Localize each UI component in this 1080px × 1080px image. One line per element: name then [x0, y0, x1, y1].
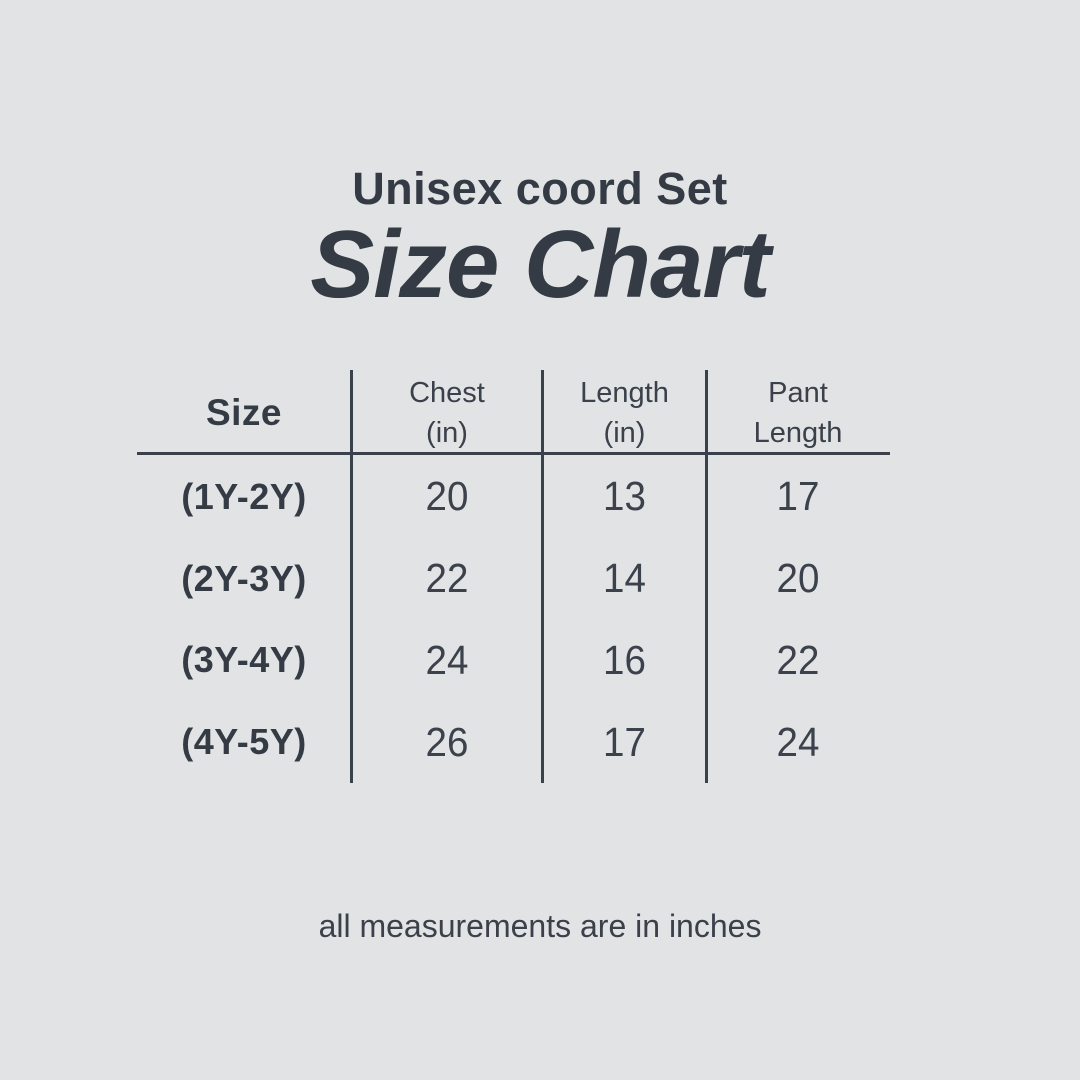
column-header-chest-line1: Chest [409, 377, 485, 409]
column-header-pant-length: Pant Length [706, 370, 890, 456]
column-divider-3 [705, 370, 708, 783]
measurement-note: all measurements are in inches [318, 908, 762, 944]
row-4-pant-length-value: 24 [776, 718, 820, 765]
page-title: Size Chart [310, 211, 770, 318]
row-3-size-label: (3Y-4Y) [181, 639, 307, 681]
column-header-chest-line2: (in) [426, 417, 468, 449]
row-2-length-value: 14 [603, 555, 646, 602]
column-header-length-line1: Length [580, 377, 669, 409]
row-1-chest-value: 20 [425, 473, 469, 520]
row-2-pant-length-value: 20 [776, 555, 820, 602]
size-table: Size Chest (in) Length (in) Pant Length … [137, 370, 890, 783]
row-4-length-value: 17 [603, 718, 646, 765]
column-header-size: Size [205, 392, 283, 433]
column-header-pant-length-line2: Length [753, 417, 843, 449]
column-header-pant-length-line1: Pant [768, 377, 828, 409]
row-1-pant-length-value: 17 [776, 473, 820, 520]
row-1-length-value: 13 [603, 473, 646, 520]
row-3-chest-value: 24 [425, 636, 469, 683]
column-header-length: Length (in) [543, 370, 706, 456]
size-table-grid: Size Chest (in) Length (in) Pant Length … [137, 370, 890, 783]
row-1-size-label: (1Y-2Y) [181, 475, 307, 517]
column-header-chest: Chest (in) [351, 370, 543, 456]
row-3-length-value: 16 [603, 636, 646, 683]
row-4-chest-value: 26 [425, 718, 469, 765]
row-2-chest-value: 22 [425, 555, 469, 602]
header-divider [137, 452, 890, 455]
product-subtitle: Unisex coord Set [352, 163, 728, 214]
row-3-pant-length-value: 22 [776, 636, 820, 683]
column-divider-1 [350, 370, 353, 783]
column-divider-2 [541, 370, 544, 783]
row-2-size-label: (2Y-3Y) [181, 557, 307, 599]
row-4-size-label: (4Y-5Y) [181, 721, 307, 763]
column-header-length-line2: (in) [603, 417, 646, 449]
